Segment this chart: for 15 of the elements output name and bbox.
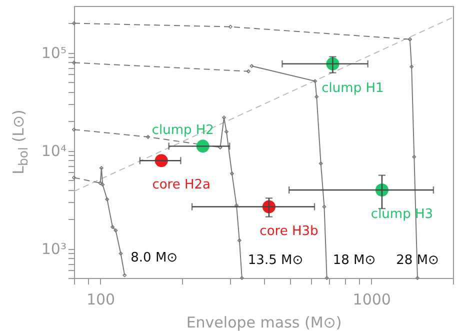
series-label: clump H3 [370,207,434,222]
y-tick-label: 10⁴ [41,142,66,160]
x-tick-label: 1000 [352,290,391,308]
series-label: 18 M⊙ [332,253,376,268]
y-tick-label: 10³ [41,240,66,258]
y-tick-label: 10⁵ [41,44,66,62]
series-label: 28 M⊙ [396,253,439,268]
series-label: core H3b [260,224,318,239]
series-label: 13.5 M⊙ [248,253,304,268]
series-label: clump H2 [152,123,214,138]
series-label: 8.0 M⊙ [130,250,178,266]
series-label: core H2a [152,178,211,193]
x-axis-title: Envelope mass (M⊙) [186,314,342,331]
x-tick-label: 100 [86,290,116,308]
series-label: clump H1 [322,80,384,96]
